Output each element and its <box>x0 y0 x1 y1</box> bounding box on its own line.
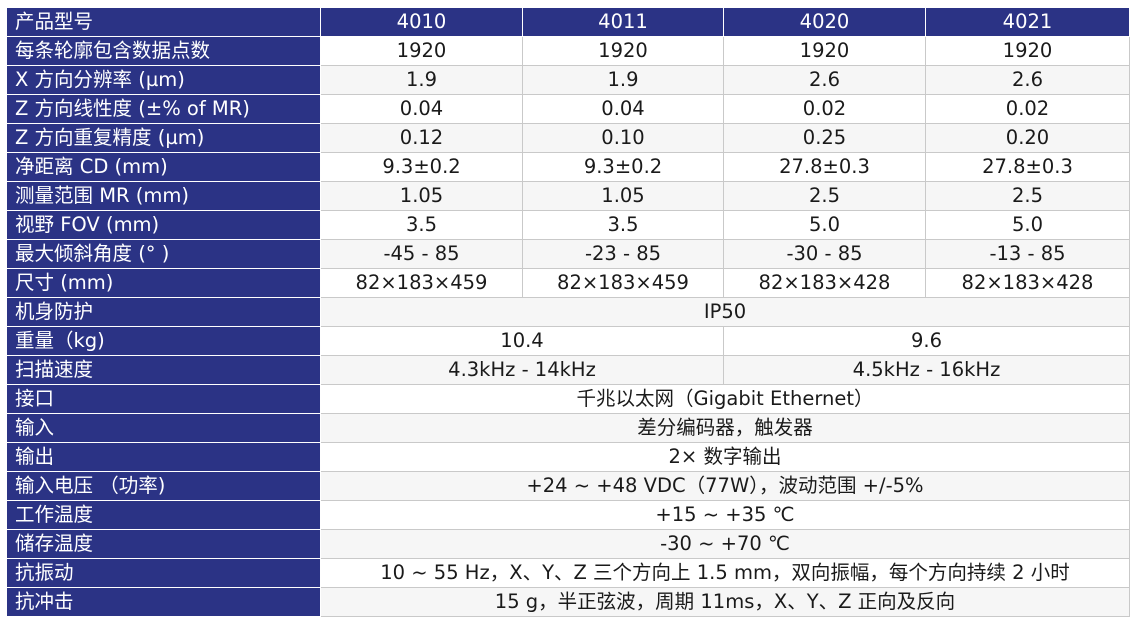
table-row: 视野 FOV (mm) 3.5 3.5 5.0 5.0 <box>6 210 1130 240</box>
cell-value: 1.05 <box>522 181 724 211</box>
cell-value: 4.5kHz - 16kHz <box>723 355 1130 385</box>
cell-value: 0.04 <box>320 94 523 124</box>
model-4011: 4011 <box>522 7 724 37</box>
cell-value: 1.05 <box>320 181 523 211</box>
cell-value: 2.6 <box>925 65 1130 95</box>
table-row: 工作温度 +15 ~ +35 ℃ <box>6 500 1130 530</box>
table-row: 重量（kg) 10.4 9.6 <box>6 326 1130 356</box>
cell-value: 2.5 <box>723 181 926 211</box>
cell-value: -45 - 85 <box>320 239 523 269</box>
cell-value: 0.02 <box>925 94 1130 124</box>
row-label: 重量（kg) <box>6 326 321 356</box>
cell-value: 3.5 <box>320 210 523 240</box>
cell-value: 9.6 <box>723 326 1130 356</box>
row-label: Z 方向重复精度 (µm) <box>6 123 321 153</box>
table-row: Z 方向线性度 (±% of MR) 0.04 0.04 0.02 0.02 <box>6 94 1130 124</box>
row-label: X 方向分辨率 (µm) <box>6 65 321 95</box>
cell-value: 2.6 <box>723 65 926 95</box>
row-label: 抗冲击 <box>6 587 321 617</box>
row-label: 每条轮廓包含数据点数 <box>6 36 321 66</box>
table-row: 扫描速度 4.3kHz - 14kHz 4.5kHz - 16kHz <box>6 355 1130 385</box>
cell-value: 5.0 <box>723 210 926 240</box>
table-row: 输入 差分编码器，触发器 <box>6 413 1130 443</box>
cell-value: -30 ~ +70 ℃ <box>320 529 1130 559</box>
cell-value: 82×183×428 <box>723 268 926 298</box>
table-row: 输入电压 （功率) +24 ~ +48 VDC（77W），波动范围 +/-5% <box>6 471 1130 501</box>
row-label: 视野 FOV (mm) <box>6 210 321 240</box>
cell-value: IP50 <box>320 297 1130 327</box>
cell-value: 82×183×459 <box>320 268 523 298</box>
table-row: 抗振动 10 ~ 55 Hz，X、Y、Z 三个方向上 1.5 mm，双向振幅，每… <box>6 558 1130 588</box>
header-label: 产品型号 <box>6 7 321 37</box>
table-row: 测量范围 MR (mm) 1.05 1.05 2.5 2.5 <box>6 181 1130 211</box>
row-label: 最大倾斜角度 (° ) <box>6 239 321 269</box>
cell-value: 差分编码器，触发器 <box>320 413 1130 443</box>
cell-value: 1920 <box>522 36 724 66</box>
table-row: 尺寸 (mm) 82×183×459 82×183×459 82×183×428… <box>6 268 1130 298</box>
cell-value: 0.04 <box>522 94 724 124</box>
row-label: 输出 <box>6 442 321 472</box>
cell-value: -23 - 85 <box>522 239 724 269</box>
table-row: 机身防护 IP50 <box>6 297 1130 327</box>
row-label: 输入电压 （功率) <box>6 471 321 501</box>
row-label: 机身防护 <box>6 297 321 327</box>
cell-value: 15 g，半正弦波，周期 11ms，X、Y、Z 正向及反向 <box>320 587 1130 617</box>
cell-value: 0.25 <box>723 123 926 153</box>
cell-value: 4.3kHz - 14kHz <box>320 355 724 385</box>
cell-value: +24 ~ +48 VDC（77W），波动范围 +/-5% <box>320 471 1130 501</box>
cell-value: -13 - 85 <box>925 239 1130 269</box>
table-row: 每条轮廓包含数据点数 1920 1920 1920 1920 <box>6 36 1130 66</box>
cell-value: 1920 <box>723 36 926 66</box>
cell-value: 2.5 <box>925 181 1130 211</box>
table-row: 接口 千兆以太网（Gigabit Ethernet） <box>6 384 1130 414</box>
cell-value: 10.4 <box>320 326 724 356</box>
cell-value: 千兆以太网（Gigabit Ethernet） <box>320 384 1130 414</box>
cell-value: 3.5 <box>522 210 724 240</box>
table-row: 储存温度 -30 ~ +70 ℃ <box>6 529 1130 559</box>
row-label: 输入 <box>6 413 321 443</box>
cell-value: 82×183×428 <box>925 268 1130 298</box>
header-row: 产品型号 4010 4011 4020 4021 <box>6 7 1130 37</box>
cell-value: +15 ~ +35 ℃ <box>320 500 1130 530</box>
spec-table: 产品型号 4010 4011 4020 4021 每条轮廓包含数据点数 1920… <box>6 7 1130 617</box>
cell-value: 0.12 <box>320 123 523 153</box>
table-row: 抗冲击 15 g，半正弦波，周期 11ms，X、Y、Z 正向及反向 <box>6 587 1130 617</box>
cell-value: 27.8±0.3 <box>723 152 926 182</box>
cell-value: 0.20 <box>925 123 1130 153</box>
cell-value: 9.3±0.2 <box>522 152 724 182</box>
model-4020: 4020 <box>723 7 926 37</box>
row-label: 尺寸 (mm) <box>6 268 321 298</box>
table-row: 输出 2× 数字输出 <box>6 442 1130 472</box>
cell-value: 82×183×459 <box>522 268 724 298</box>
cell-value: 2× 数字输出 <box>320 442 1130 472</box>
cell-value: 1920 <box>925 36 1130 66</box>
model-4021: 4021 <box>925 7 1130 37</box>
cell-value: -30 - 85 <box>723 239 926 269</box>
row-label: 净距离 CD (mm) <box>6 152 321 182</box>
row-label: 工作温度 <box>6 500 321 530</box>
table-row: Z 方向重复精度 (µm) 0.12 0.10 0.25 0.20 <box>6 123 1130 153</box>
cell-value: 1920 <box>320 36 523 66</box>
cell-value: 1.9 <box>522 65 724 95</box>
model-4010: 4010 <box>320 7 523 37</box>
cell-value: 27.8±0.3 <box>925 152 1130 182</box>
table-row: 净距离 CD (mm) 9.3±0.2 9.3±0.2 27.8±0.3 27.… <box>6 152 1130 182</box>
row-label: 抗振动 <box>6 558 321 588</box>
cell-value: 0.02 <box>723 94 926 124</box>
row-label: Z 方向线性度 (±% of MR) <box>6 94 321 124</box>
cell-value: 1.9 <box>320 65 523 95</box>
row-label: 储存温度 <box>6 529 321 559</box>
table-row: X 方向分辨率 (µm) 1.9 1.9 2.6 2.6 <box>6 65 1130 95</box>
row-label: 扫描速度 <box>6 355 321 385</box>
row-label: 测量范围 MR (mm) <box>6 181 321 211</box>
cell-value: 9.3±0.2 <box>320 152 523 182</box>
cell-value: 10 ~ 55 Hz，X、Y、Z 三个方向上 1.5 mm，双向振幅，每个方向持… <box>320 558 1130 588</box>
cell-value: 5.0 <box>925 210 1130 240</box>
row-label: 接口 <box>6 384 321 414</box>
cell-value: 0.10 <box>522 123 724 153</box>
table-row: 最大倾斜角度 (° ) -45 - 85 -23 - 85 -30 - 85 -… <box>6 239 1130 269</box>
